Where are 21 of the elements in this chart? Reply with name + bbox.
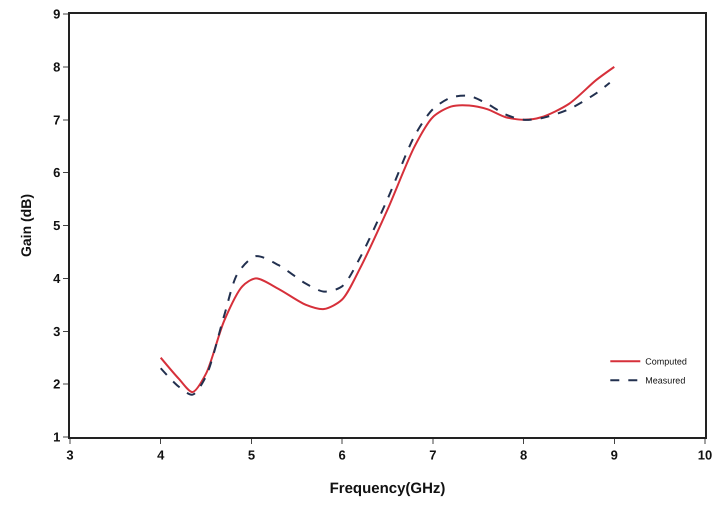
y-tick-label: 3 [53, 324, 60, 339]
x-tick-label: 4 [157, 448, 166, 463]
y-tick-label: 7 [53, 112, 60, 128]
x-axis-title: Frequency(GHz) [330, 480, 446, 497]
y-tick-label: 4 [53, 270, 62, 286]
y-tick-label: 2 [53, 376, 60, 392]
x-tick-label: 8 [520, 448, 528, 463]
x-tick-label: 5 [248, 448, 256, 463]
y-tick-label: 5 [53, 218, 60, 234]
y-tick-label: 6 [53, 165, 60, 180]
legend-label: Measured [645, 376, 686, 386]
y-tick-label: 1 [53, 430, 60, 445]
x-tick-label: 9 [610, 448, 618, 463]
x-tick-label: 3 [66, 448, 74, 463]
y-tick-label: 8 [53, 59, 60, 74]
legend-label: Computed [645, 356, 687, 367]
x-tick-label: 7 [429, 448, 436, 463]
x-tick-label: 10 [698, 448, 712, 463]
y-tick-label: 9 [53, 6, 60, 22]
y-axis-title: Gain (dB) [18, 194, 34, 257]
x-tick-label: 6 [338, 448, 346, 463]
